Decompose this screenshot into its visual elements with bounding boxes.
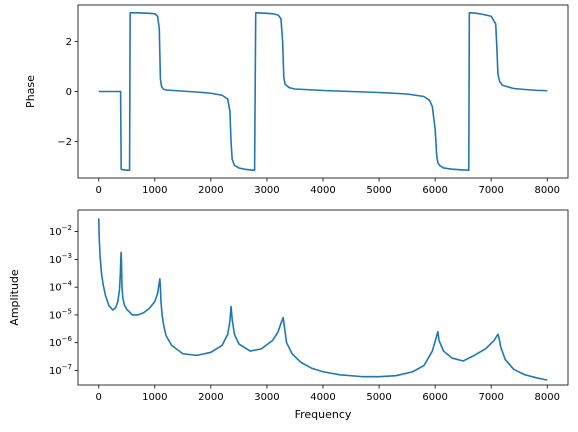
phase-x-ticks: 0 1000 2000 3000 4000 5000 6000 7000 8000 xyxy=(96,178,560,196)
amplitude-plot-frame xyxy=(77,209,569,386)
amplitude-x-tick-label: 6000 xyxy=(422,392,447,403)
amplitude-y-tick-label: 10−7 xyxy=(49,363,72,377)
amplitude-y-tick-label: 10−4 xyxy=(49,280,73,294)
phase-plot-frame xyxy=(77,4,569,179)
amplitude-y-ticks: 10−7 10−6 10−5 10−4 10−3 10−2 xyxy=(49,224,78,377)
phase-x-tick-label: 8000 xyxy=(535,185,560,196)
amplitude-x-tick-label: 1000 xyxy=(142,392,167,403)
amplitude-x-tick-label: 0 xyxy=(96,392,102,403)
amplitude-y-tick-label: 10−6 xyxy=(49,335,73,349)
amplitude-y-tick-label: 10−5 xyxy=(49,307,72,321)
phase-chart: 0 1000 2000 3000 4000 5000 6000 7000 8000 −2 0 2 P… xyxy=(24,4,569,196)
phase-y-tick-label: 2 xyxy=(66,37,72,48)
amplitude-series-line xyxy=(97,218,548,381)
phase-x-tick-label: 3000 xyxy=(254,185,279,196)
phase-y-ticks: −2 0 2 xyxy=(57,37,78,148)
phase-x-tick-label: 4000 xyxy=(310,185,335,196)
amplitude-y-axis-label: Amplitude xyxy=(8,269,21,326)
amplitude-y-tick-label: 10−2 xyxy=(49,224,72,238)
amplitude-x-tick-label: 4000 xyxy=(310,392,335,403)
phase-x-tick-label: 1000 xyxy=(142,185,167,196)
amplitude-x-axis-label: Frequency xyxy=(295,408,352,421)
amplitude-x-tick-label: 7000 xyxy=(478,392,503,403)
phase-x-tick-label: 5000 xyxy=(366,185,391,196)
phase-x-tick-label: 2000 xyxy=(198,185,223,196)
amplitude-chart: 0 1000 2000 3000 4000 5000 6000 7000 8000 10−710… xyxy=(8,209,569,421)
amplitude-y-tick-label: 10−3 xyxy=(49,252,72,266)
phase-y-tick-label: 0 xyxy=(66,87,72,98)
phase-y-tick-label: −2 xyxy=(57,137,72,148)
phase-x-tick-label: 6000 xyxy=(422,185,447,196)
amplitude-x-tick-label: 3000 xyxy=(254,392,279,403)
phase-x-tick-label: 7000 xyxy=(478,185,503,196)
phase-x-tick-label: 0 xyxy=(96,185,102,196)
phase-series-line xyxy=(98,11,548,172)
phase-y-axis-label: Phase xyxy=(24,75,37,108)
amplitude-x-ticks: 0 1000 2000 3000 4000 5000 6000 7000 8000 xyxy=(96,385,560,403)
amplitude-x-tick-label: 2000 xyxy=(198,392,223,403)
amplitude-x-tick-label: 8000 xyxy=(535,392,560,403)
amplitude-x-tick-label: 5000 xyxy=(366,392,391,403)
